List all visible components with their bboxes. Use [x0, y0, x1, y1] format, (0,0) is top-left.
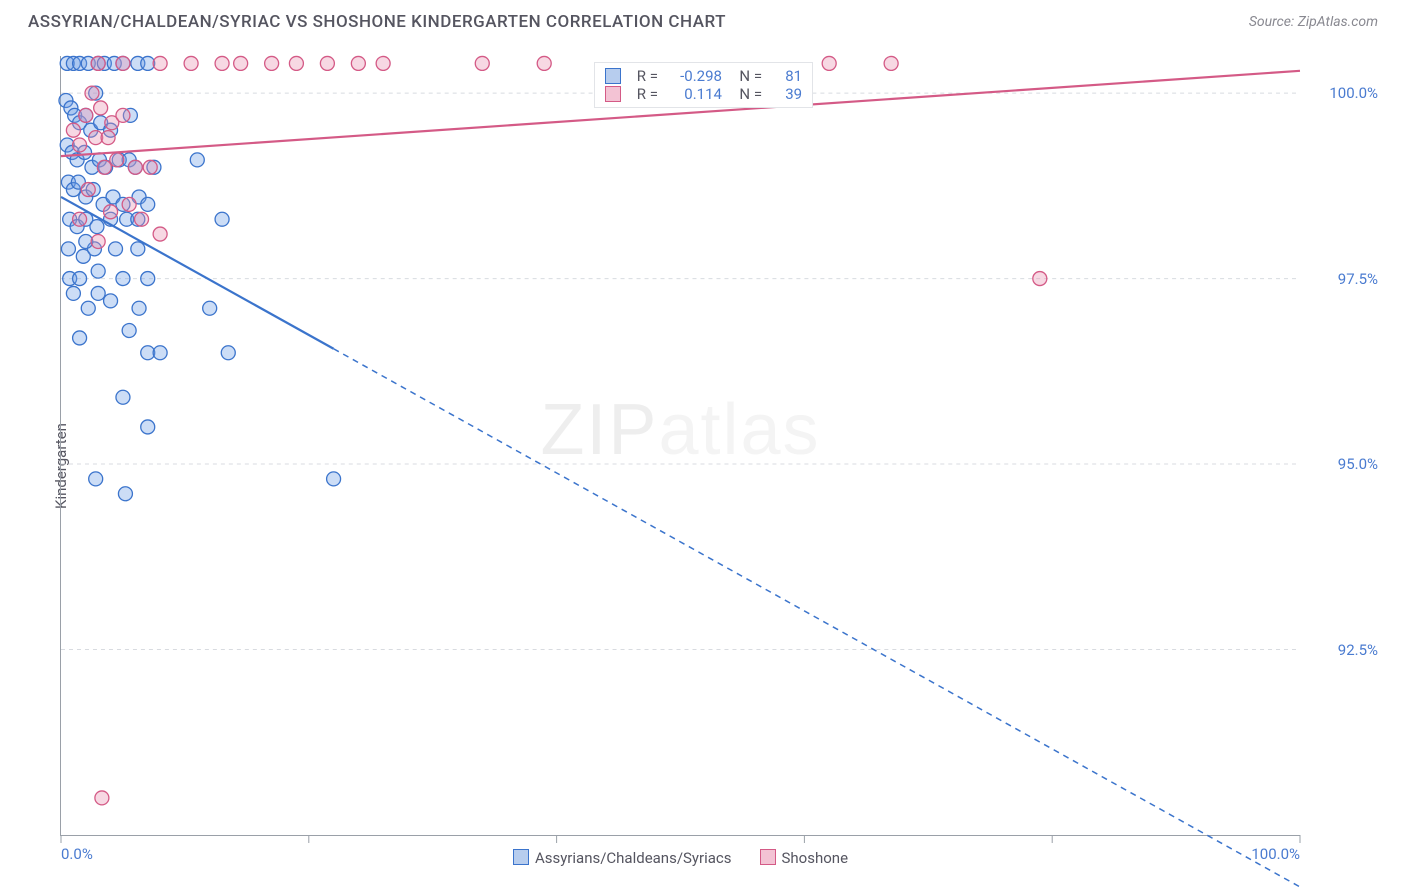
stats-row: R = -0.298 N = 81 [605, 67, 802, 85]
bottom-legend: Assyrians/Chaldeans/Syriacs Shoshone [61, 849, 1300, 867]
stats-row: R = 0.114 N = 39 [605, 85, 802, 103]
plot-svg [61, 56, 1300, 835]
stats-box: R = -0.298 N = 81 R = 0.114 N = 39 [594, 62, 813, 108]
legend-swatch [605, 68, 621, 84]
page-title: ASSYRIAN/CHALDEAN/SYRIAC VS SHOSHONE KIN… [28, 12, 726, 32]
stat-r-value: 0.114 [668, 85, 722, 103]
y-tick-label: 97.5% [1300, 270, 1378, 288]
stat-r-label: R = [637, 67, 658, 85]
legend-swatch [605, 86, 621, 102]
y-tick-label: 100.0% [1300, 84, 1378, 102]
stat-n-value: 81 [772, 67, 802, 85]
plot-area: ZIPatlas R =-0.298 N =81R =0.114 N =39 A… [60, 56, 1300, 836]
source-credit: Source: ZipAtlas.com [1249, 14, 1378, 30]
x-tick-label: 0.0% [61, 845, 93, 863]
stat-n-label: N = [732, 67, 762, 85]
stat-r-value: -0.298 [668, 67, 722, 85]
correlation-chart: Kindergarten ZIPatlas R =-0.298 N =81R =… [22, 46, 1382, 886]
legend-swatch [760, 849, 776, 865]
stat-n-label: N = [732, 85, 762, 103]
legend-item: Shoshone [760, 849, 849, 867]
stat-n-value: 39 [772, 85, 802, 103]
legend-swatch [513, 849, 529, 865]
x-tick-label: 100.0% [1251, 845, 1300, 863]
y-tick-label: 92.5% [1300, 641, 1378, 659]
stat-r-label: R = [637, 85, 658, 103]
legend-label: Assyrians/Chaldeans/Syriacs [535, 849, 732, 867]
legend-item: Assyrians/Chaldeans/Syriacs [513, 849, 732, 867]
legend-label: Shoshone [782, 849, 849, 867]
y-tick-label: 95.0% [1300, 455, 1378, 473]
